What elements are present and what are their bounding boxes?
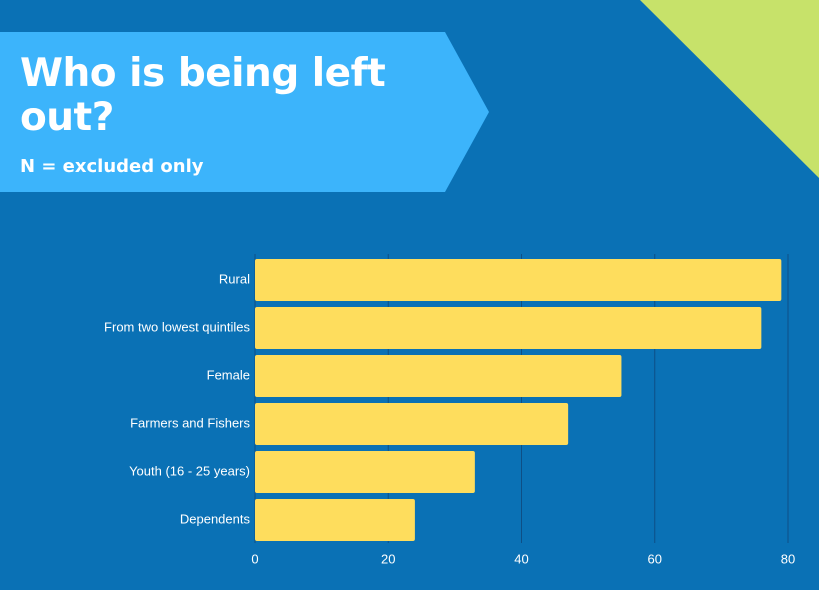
bar bbox=[255, 499, 415, 541]
category-label: Rural bbox=[219, 271, 250, 286]
category-label: Youth (16 - 25 years) bbox=[129, 463, 250, 478]
bar bbox=[255, 451, 475, 493]
page-subtitle: N = excluded only bbox=[20, 156, 204, 177]
x-tick-label: 40 bbox=[514, 552, 528, 567]
category-label: Dependents bbox=[180, 511, 251, 526]
bar bbox=[255, 259, 782, 301]
x-tick-label: 80 bbox=[781, 552, 795, 567]
category-label: Farmers and Fishers bbox=[130, 415, 250, 430]
bar bbox=[255, 403, 569, 445]
bar bbox=[255, 355, 622, 397]
x-tick-label: 60 bbox=[648, 552, 662, 567]
category-label: Female bbox=[207, 367, 250, 382]
x-tick-label: 20 bbox=[381, 552, 395, 567]
category-label: From two lowest quintiles bbox=[104, 319, 250, 334]
title-banner bbox=[0, 32, 489, 192]
page-title: Who is being left out? bbox=[20, 51, 386, 140]
bar bbox=[255, 307, 762, 349]
x-tick-label: 0 bbox=[251, 552, 258, 567]
